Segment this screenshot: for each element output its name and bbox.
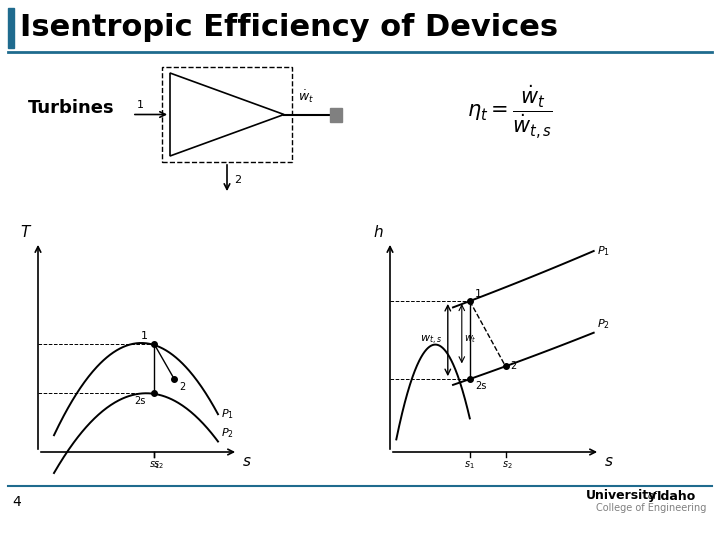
Text: $s$: $s$ xyxy=(242,454,251,469)
Text: 2s: 2s xyxy=(474,381,486,391)
Text: $s_1$: $s_1$ xyxy=(148,459,159,471)
Text: 1: 1 xyxy=(137,99,143,110)
Text: 1: 1 xyxy=(474,289,482,299)
Text: $h$: $h$ xyxy=(373,224,383,240)
Text: College of Engineering: College of Engineering xyxy=(596,503,706,513)
Text: 2: 2 xyxy=(179,382,185,392)
Text: $T$: $T$ xyxy=(20,224,32,240)
Text: Turbines: Turbines xyxy=(28,99,114,117)
Text: $s_2$: $s_2$ xyxy=(153,459,163,471)
Text: $P_1$: $P_1$ xyxy=(221,407,234,421)
Bar xyxy=(8,8,14,48)
Text: 2s: 2s xyxy=(135,396,145,406)
Text: 4: 4 xyxy=(12,495,21,509)
Text: $s_1$: $s_1$ xyxy=(464,459,475,471)
Bar xyxy=(330,107,342,122)
Text: $P_1$: $P_1$ xyxy=(597,244,610,258)
Text: $w_{t,s}$: $w_{t,s}$ xyxy=(420,334,442,347)
Text: of: of xyxy=(648,491,657,501)
Bar xyxy=(162,67,292,162)
Text: $s_2$: $s_2$ xyxy=(502,459,513,471)
Text: University: University xyxy=(586,489,657,503)
Text: $w_t$: $w_t$ xyxy=(464,333,477,345)
Text: Idaho: Idaho xyxy=(657,489,696,503)
Text: 2: 2 xyxy=(510,361,517,372)
Text: 2: 2 xyxy=(234,175,241,185)
Text: 1: 1 xyxy=(140,330,148,341)
Text: $\dot{w}_t$: $\dot{w}_t$ xyxy=(298,89,314,105)
Text: $\eta_t = \dfrac{\dot{w}_t}{\dot{w}_{t,s}}$: $\eta_t = \dfrac{\dot{w}_t}{\dot{w}_{t,s… xyxy=(467,83,553,141)
Text: $P_2$: $P_2$ xyxy=(221,426,234,440)
Text: $s$: $s$ xyxy=(604,454,613,469)
Text: Isentropic Efficiency of Devices: Isentropic Efficiency of Devices xyxy=(20,14,558,43)
Text: $P_2$: $P_2$ xyxy=(597,317,610,330)
